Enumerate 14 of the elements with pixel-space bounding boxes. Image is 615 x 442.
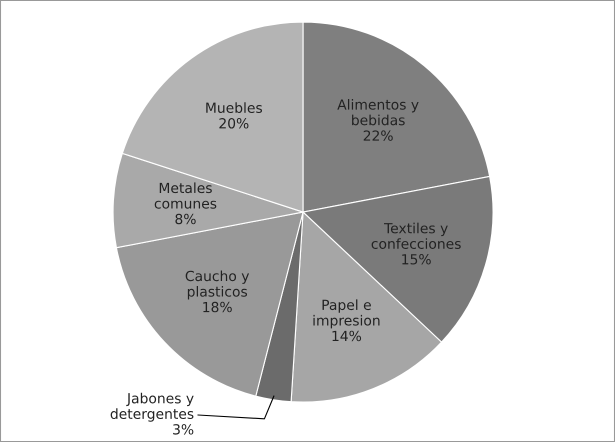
data-label: 15%: [402, 254, 431, 265]
data-label: 14%: [332, 330, 362, 342]
slice-label: Caucho y plasticos: [186, 270, 250, 300]
data-label: 3%: [173, 424, 194, 435]
data-label: 18%: [203, 302, 232, 312]
data-label: 22%: [364, 130, 393, 141]
slice-label: Muebles: [206, 102, 262, 114]
slice-label: Metales comunes: [154, 182, 216, 209]
slice-label: Papel e impresion: [313, 299, 380, 328]
slice-label: Alimentos y bebidas: [337, 99, 419, 126]
data-label: 20%: [219, 118, 248, 129]
data-label: 8%: [175, 214, 196, 224]
slice-label: Jabones y detergentes: [110, 392, 194, 422]
slice-label: Textiles y confecciones: [372, 222, 461, 249]
